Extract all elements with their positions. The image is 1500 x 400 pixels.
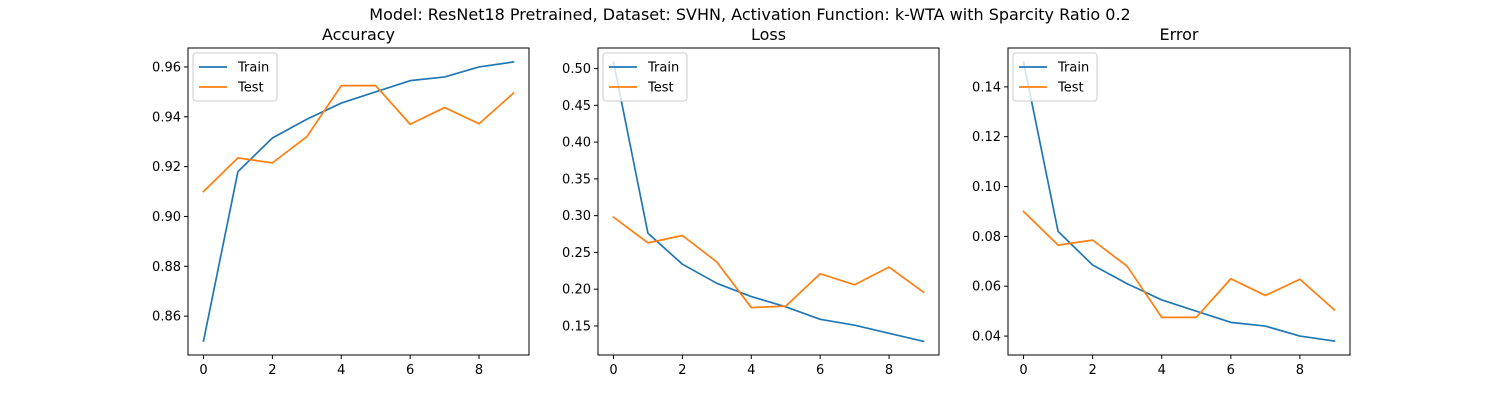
subplot-accuracy: Accuracy 0 2 4 6 8 0.86 0.88 0.90 0.92 0.94 0.96 Tra… [152, 25, 530, 378]
y-tick-label: 0.10 [972, 180, 1001, 195]
series-line-test [1022, 210, 1336, 319]
y-tick-label: 0.45 [562, 99, 591, 114]
x-tick-label: 4 [747, 363, 755, 378]
y-tick-label: 0.92 [152, 160, 181, 175]
y-tick-label: 0.08 [972, 230, 1001, 245]
subplot-error: Error 0 2 4 6 8 0.04 0.06 0.08 0.10 0.12 0.14 Train T… [972, 25, 1351, 378]
figure-title: Model: ResNet18 Pretrained, Dataset: SVH… [369, 5, 1131, 24]
y-tick-label: 0.06 [972, 280, 1001, 295]
x-tick-label: 2 [1088, 363, 1096, 378]
y-tick-label: 0.12 [972, 130, 1001, 145]
legend-box [192, 52, 278, 102]
y-tick-label: 0.15 [562, 319, 591, 334]
x-tick-label: 0 [199, 363, 207, 378]
x-tick-label: 8 [885, 363, 893, 378]
x-tick-label: 6 [816, 363, 824, 378]
x-tick-label: 6 [406, 363, 414, 378]
y-tick-label: 0.50 [562, 62, 591, 77]
y-tick-label: 0.94 [152, 110, 181, 125]
legend-label: Test [1057, 81, 1084, 96]
subplot-title: Loss [751, 25, 786, 44]
y-tick-label: 0.04 [972, 330, 1001, 345]
x-tick-label: 4 [337, 363, 345, 378]
series-line-train [1022, 60, 1336, 343]
x-tick-label: 2 [678, 363, 686, 378]
subplot-loss: Loss 0 2 4 6 8 0.15 0.20 0.25 0.30 0.35 0.40 0.45 0.5… [562, 25, 940, 378]
y-tick-label: 0.96 [152, 60, 181, 75]
subplot-title: Accuracy [322, 25, 395, 44]
y-tick-label: 0.20 [562, 283, 591, 298]
subplot-title: Error [1160, 25, 1199, 44]
legend-label: Train [1057, 61, 1089, 76]
y-tick-label: 0.25 [562, 246, 591, 261]
x-tick-label: 6 [1227, 363, 1235, 378]
series-line-train [202, 60, 515, 343]
series-line-test [612, 215, 925, 309]
y-tick-label: 0.86 [152, 310, 181, 325]
legend-label: Test [237, 81, 264, 96]
series-line-test [202, 84, 515, 193]
y-tick-label: 0.35 [562, 172, 591, 187]
legend-label: Train [647, 61, 679, 76]
legend-label: Test [647, 81, 674, 96]
legend-label: Train [237, 61, 269, 76]
legend-box [602, 52, 688, 102]
x-tick-label: 0 [1019, 363, 1027, 378]
y-tick-label: 0.14 [972, 80, 1001, 95]
x-tick-label: 4 [1158, 363, 1166, 378]
y-tick-label: 0.88 [152, 260, 181, 275]
legend-box [1012, 52, 1098, 102]
y-tick-label: 0.90 [152, 210, 181, 225]
y-tick-label: 0.40 [562, 136, 591, 151]
x-tick-label: 0 [609, 363, 617, 378]
x-tick-label: 2 [268, 363, 276, 378]
series-line-train [612, 60, 925, 343]
x-tick-label: 8 [1296, 363, 1304, 378]
y-tick-label: 0.30 [562, 209, 591, 224]
x-tick-label: 8 [475, 363, 483, 378]
